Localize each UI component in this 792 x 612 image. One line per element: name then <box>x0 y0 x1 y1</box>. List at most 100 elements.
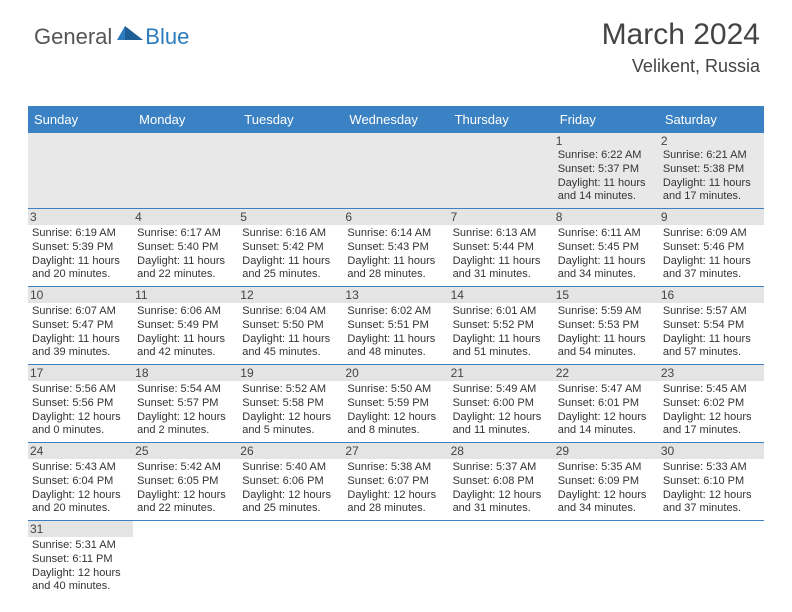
day-detail: and 28 minutes. <box>347 268 444 282</box>
day-detail: and 51 minutes. <box>453 346 550 360</box>
weekday-mon: Monday <box>133 106 238 133</box>
weekday-wed: Wednesday <box>343 106 448 133</box>
day-detail: and 25 minutes. <box>242 268 339 282</box>
day-detail: and 22 minutes. <box>137 502 234 516</box>
calendar-cell: 9Sunrise: 6:09 AMSunset: 5:46 PMDaylight… <box>659 209 764 287</box>
day-number: 19 <box>238 365 343 381</box>
day-detail: Daylight: 12 hours <box>242 489 339 503</box>
day-detail: Sunset: 6:06 PM <box>242 475 339 489</box>
calendar-cell: 15Sunrise: 5:59 AMSunset: 5:53 PMDayligh… <box>554 287 659 365</box>
page-location: Velikent, Russia <box>602 56 760 77</box>
weekday-tue: Tuesday <box>238 106 343 133</box>
day-detail: Sunrise: 5:47 AM <box>558 383 655 397</box>
day-number: 27 <box>343 443 448 459</box>
calendar-cell: 10Sunrise: 6:07 AMSunset: 5:47 PMDayligh… <box>28 287 133 365</box>
calendar-row: 17Sunrise: 5:56 AMSunset: 5:56 PMDayligh… <box>28 365 764 443</box>
day-detail: Daylight: 12 hours <box>663 489 760 503</box>
day-detail: and 17 minutes. <box>663 424 760 438</box>
calendar-cell: 14Sunrise: 6:01 AMSunset: 5:52 PMDayligh… <box>449 287 554 365</box>
day-detail: Daylight: 11 hours <box>453 333 550 347</box>
calendar-cell <box>133 133 238 209</box>
day-detail: Sunrise: 5:56 AM <box>32 383 129 397</box>
day-detail: and 0 minutes. <box>32 424 129 438</box>
logo: General Blue <box>34 22 189 50</box>
day-number: 9 <box>659 209 764 225</box>
day-detail: Sunset: 5:50 PM <box>242 319 339 333</box>
day-number: 12 <box>238 287 343 303</box>
day-detail: Sunset: 5:39 PM <box>32 241 129 255</box>
day-number: 3 <box>28 209 133 225</box>
day-detail: Daylight: 12 hours <box>32 567 129 581</box>
day-number: 22 <box>554 365 659 381</box>
calendar-cell: 26Sunrise: 5:40 AMSunset: 6:06 PMDayligh… <box>238 443 343 521</box>
day-number: 21 <box>449 365 554 381</box>
day-detail: Sunrise: 6:14 AM <box>347 227 444 241</box>
calendar-cell: 25Sunrise: 5:42 AMSunset: 6:05 PMDayligh… <box>133 443 238 521</box>
calendar-cell: 18Sunrise: 5:54 AMSunset: 5:57 PMDayligh… <box>133 365 238 443</box>
calendar-cell: 6Sunrise: 6:14 AMSunset: 5:43 PMDaylight… <box>343 209 448 287</box>
day-detail: Sunset: 5:58 PM <box>242 397 339 411</box>
day-detail: Sunset: 5:44 PM <box>453 241 550 255</box>
day-detail: Sunrise: 6:07 AM <box>32 305 129 319</box>
calendar-row: 10Sunrise: 6:07 AMSunset: 5:47 PMDayligh… <box>28 287 764 365</box>
day-number: 24 <box>28 443 133 459</box>
calendar-cell <box>343 133 448 209</box>
weekday-header-row: Sunday Monday Tuesday Wednesday Thursday… <box>28 106 764 133</box>
day-detail: Sunset: 5:43 PM <box>347 241 444 255</box>
day-number: 26 <box>238 443 343 459</box>
day-number: 20 <box>343 365 448 381</box>
day-detail: Sunset: 6:10 PM <box>663 475 760 489</box>
calendar-cell: 30Sunrise: 5:33 AMSunset: 6:10 PMDayligh… <box>659 443 764 521</box>
day-number: 5 <box>238 209 343 225</box>
day-detail: and 45 minutes. <box>242 346 339 360</box>
day-detail: Daylight: 11 hours <box>32 333 129 347</box>
day-detail: and 17 minutes. <box>663 190 760 204</box>
calendar-cell: 19Sunrise: 5:52 AMSunset: 5:58 PMDayligh… <box>238 365 343 443</box>
day-detail: Sunrise: 6:13 AM <box>453 227 550 241</box>
day-detail: Sunset: 5:54 PM <box>663 319 760 333</box>
day-detail: and 34 minutes. <box>558 268 655 282</box>
day-number: 18 <box>133 365 238 381</box>
day-detail: and 31 minutes. <box>453 502 550 516</box>
day-detail: Sunrise: 6:21 AM <box>663 149 760 163</box>
weekday-sat: Saturday <box>659 106 764 133</box>
day-detail: Daylight: 11 hours <box>558 177 655 191</box>
day-detail: Sunrise: 6:11 AM <box>558 227 655 241</box>
calendar-cell <box>343 521 448 599</box>
day-detail: and 8 minutes. <box>347 424 444 438</box>
day-detail: Sunrise: 6:19 AM <box>32 227 129 241</box>
day-detail: and 40 minutes. <box>32 580 129 594</box>
day-detail: Sunrise: 6:04 AM <box>242 305 339 319</box>
day-detail: Sunrise: 6:06 AM <box>137 305 234 319</box>
calendar-cell: 24Sunrise: 5:43 AMSunset: 6:04 PMDayligh… <box>28 443 133 521</box>
weekday-sun: Sunday <box>28 106 133 133</box>
day-number: 23 <box>659 365 764 381</box>
day-detail: Daylight: 12 hours <box>137 411 234 425</box>
day-detail: Sunrise: 5:38 AM <box>347 461 444 475</box>
calendar-cell <box>28 133 133 209</box>
calendar-cell <box>133 521 238 599</box>
day-detail: and 34 minutes. <box>558 502 655 516</box>
header: March 2024 Velikent, Russia <box>602 18 760 77</box>
day-detail: Sunset: 6:02 PM <box>663 397 760 411</box>
day-number: 15 <box>554 287 659 303</box>
calendar-cell: 1Sunrise: 6:22 AMSunset: 5:37 PMDaylight… <box>554 133 659 209</box>
day-detail: Sunrise: 6:09 AM <box>663 227 760 241</box>
day-detail: and 28 minutes. <box>347 502 444 516</box>
day-number: 7 <box>449 209 554 225</box>
day-detail: Daylight: 11 hours <box>663 177 760 191</box>
day-detail: Daylight: 11 hours <box>663 333 760 347</box>
calendar-cell: 23Sunrise: 5:45 AMSunset: 6:02 PMDayligh… <box>659 365 764 443</box>
calendar-cell: 27Sunrise: 5:38 AMSunset: 6:07 PMDayligh… <box>343 443 448 521</box>
calendar-cell: 5Sunrise: 6:16 AMSunset: 5:42 PMDaylight… <box>238 209 343 287</box>
day-detail: Daylight: 11 hours <box>32 255 129 269</box>
day-detail: Daylight: 11 hours <box>347 255 444 269</box>
day-detail: Sunset: 6:04 PM <box>32 475 129 489</box>
day-detail: and 20 minutes. <box>32 268 129 282</box>
calendar-body: 1Sunrise: 6:22 AMSunset: 5:37 PMDaylight… <box>28 133 764 598</box>
calendar-cell: 3 Sunrise: 6:19 AMSunset: 5:39 PMDaylight… <box>28 209 133 287</box>
day-detail: and 14 minutes. <box>558 190 655 204</box>
day-detail: and 20 minutes. <box>32 502 129 516</box>
day-detail: Daylight: 12 hours <box>32 489 129 503</box>
day-detail: Sunrise: 5:59 AM <box>558 305 655 319</box>
